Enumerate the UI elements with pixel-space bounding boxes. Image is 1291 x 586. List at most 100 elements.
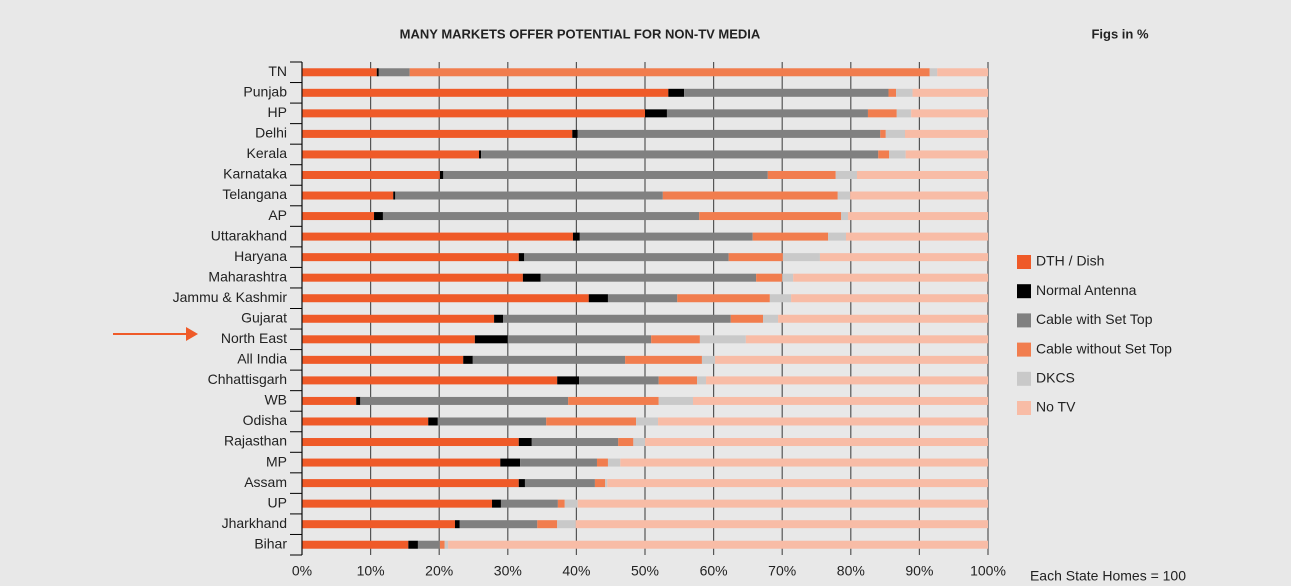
x-tick-label: 20% [425, 563, 453, 579]
bar-segment [888, 88, 897, 97]
y-tick-label: Jammu & Kashmir [173, 289, 288, 305]
bar-segment [540, 273, 757, 282]
legend-label: DKCS [1036, 370, 1075, 386]
bar-segment [564, 499, 578, 508]
bar-segment [618, 438, 634, 447]
bar-segment [762, 314, 779, 323]
bar-segment [845, 232, 988, 241]
bar-segment [658, 376, 698, 385]
bar-segment [684, 88, 889, 97]
bar-segment [701, 355, 715, 364]
bar-segment [500, 458, 521, 467]
bar-segment [904, 129, 988, 138]
bar-segment [745, 335, 988, 344]
bar-segment [636, 417, 659, 426]
bar-segment [596, 458, 608, 467]
bar-segment [428, 417, 438, 426]
bar-segment [572, 129, 578, 138]
bar-segment [302, 417, 429, 426]
bar-segment [356, 396, 361, 405]
bar-segment [607, 479, 988, 488]
y-tick-label: MP [266, 453, 287, 469]
y-tick-label: Haryana [234, 248, 287, 264]
bar-segment [889, 150, 906, 159]
x-tick-label: 10% [357, 563, 385, 579]
bar-segment [651, 335, 700, 344]
bar-segment [714, 355, 988, 364]
x-tick-label: 0% [292, 563, 312, 579]
bar-segment [905, 150, 988, 159]
bar-segment [828, 232, 846, 241]
bar-segment [699, 212, 842, 221]
bar-segment [706, 376, 988, 385]
bar-segment [302, 191, 394, 200]
bar-segment [448, 540, 988, 549]
bar-segment [677, 294, 770, 303]
bar-segment [378, 68, 410, 77]
y-tick-label: Maharashtra [208, 268, 287, 284]
legend-swatch [1017, 401, 1031, 415]
bar-segment [302, 232, 573, 241]
legend-label: No TV [1036, 399, 1076, 415]
bar-segment [896, 88, 913, 97]
bar-segment [481, 150, 879, 159]
bar-segment [408, 540, 418, 549]
bar-segment [867, 109, 897, 118]
bar-segment [502, 314, 731, 323]
bar-segment [693, 396, 988, 405]
y-tick-label: AP [268, 207, 287, 223]
bar-segment [896, 109, 912, 118]
bar-segment [575, 520, 988, 529]
bar-segment [518, 438, 532, 447]
bar-segment [856, 170, 988, 179]
bar-segment [557, 376, 580, 385]
x-tick-label: 100% [970, 563, 1006, 579]
y-tick-label: All India [237, 351, 287, 367]
x-tick-label: 70% [768, 563, 796, 579]
bar-segment [518, 479, 525, 488]
bar-segment [472, 355, 626, 364]
y-tick-label: Gujarat [241, 309, 287, 325]
bar-segment [782, 253, 820, 262]
y-tick-label: WB [264, 392, 287, 408]
bar-segment [500, 499, 558, 508]
bar-segment [668, 88, 685, 97]
bar-segment [520, 458, 597, 467]
x-tick-label: 50% [631, 563, 659, 579]
bar-segment [880, 129, 886, 138]
bar-segment [594, 479, 606, 488]
bar-segment [302, 314, 495, 323]
bar-segment [302, 479, 519, 488]
bar-segment [302, 129, 573, 138]
arrow [113, 327, 198, 341]
bar-segment [302, 438, 519, 447]
bar-segment [662, 191, 838, 200]
bar-segment [572, 232, 580, 241]
bar-segment [492, 499, 501, 508]
y-tick-label: TN [268, 63, 287, 79]
bar-segment [531, 438, 619, 447]
y-tick-label: North East [221, 330, 287, 346]
bar-segment [537, 520, 558, 529]
bar-segment [850, 191, 988, 200]
bar-segment [697, 376, 707, 385]
annotation: Each State Homes = 100 [1030, 568, 1186, 584]
bar-segment [819, 253, 988, 262]
y-tick-label: Punjab [243, 84, 287, 100]
bar-segment [443, 170, 768, 179]
bar-segment [885, 129, 905, 138]
bar-segment [302, 376, 558, 385]
y-tick-label: Odisha [243, 412, 288, 428]
bar-segment [524, 253, 729, 262]
bar-segment [439, 170, 444, 179]
bar-segment [658, 417, 988, 426]
bar-segment [666, 109, 868, 118]
bar-segment [302, 212, 375, 221]
bar-segment [302, 88, 669, 97]
bar-segment [791, 294, 988, 303]
bar-segment [769, 294, 792, 303]
bar-segment [478, 150, 482, 159]
bar-segment [699, 335, 746, 344]
bar-segment [568, 396, 659, 405]
bar-segment [376, 68, 379, 77]
